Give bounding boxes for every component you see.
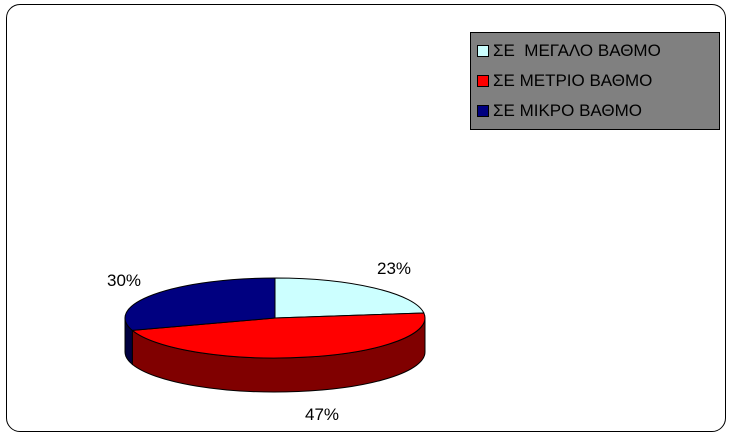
legend-swatch-1 xyxy=(477,75,489,87)
legend-item-0: ΣΕ ΜΕΓΑΛΟ ΒΑΘΜΟ xyxy=(477,39,661,63)
slice-2 xyxy=(124,277,276,331)
legend-label-1: ΣΕ ΜΕΤΡΙΟ ΒΑΘΜΟ xyxy=(493,71,653,90)
legend-label-2: ΣΕ ΜΙΚΡΟ ΒΑΘΜΟ xyxy=(493,101,643,120)
slice-0 xyxy=(274,277,425,319)
data-label-0: 23% xyxy=(377,259,412,278)
legend-swatch-0 xyxy=(477,45,489,57)
legend-label-0: ΣΕ ΜΕΓΑΛΟ ΒΑΘΜΟ xyxy=(493,41,661,60)
legend: ΣΕ ΜΕΓΑΛΟ ΒΑΘΜΟ ΣΕ ΜΕΤΡΙΟ ΒΑΘΜΟ ΣΕ ΜΙΚΡΟ… xyxy=(470,32,720,130)
data-label-1: 47% xyxy=(305,405,340,424)
legend-swatch-2 xyxy=(477,105,489,117)
legend-item-1: ΣΕ ΜΕΤΡΙΟ ΒΑΘΜΟ xyxy=(477,69,652,93)
legend-item-2: ΣΕ ΜΙΚΡΟ ΒΑΘΜΟ xyxy=(477,99,642,123)
data-label-2: 30% xyxy=(107,271,142,290)
